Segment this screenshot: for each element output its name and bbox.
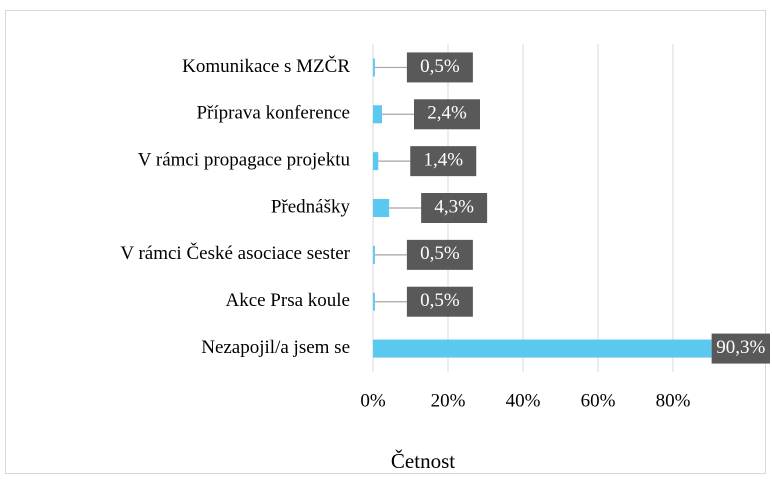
data-label-box [711,333,770,364]
bar [373,199,390,217]
bar [373,58,375,77]
x-tick-label: 0% [360,390,386,411]
bar [373,339,712,358]
data-label: 2,4% [427,103,467,124]
bar [373,105,382,124]
category-label: V rámci propagace projektu [138,150,351,171]
data-label: 0,5% [420,290,460,311]
data-label-box [414,99,480,130]
x-tick-label: 60% [581,390,616,411]
category-label: Nezapojil/a jsem se [201,337,350,358]
x-tick-label: 80% [656,390,691,411]
data-label: 90,3% [716,337,765,358]
data-label-box [421,193,488,223]
data-label: 0,5% [420,243,460,264]
data-label: 4,3% [434,196,474,217]
category-label: Příprava konference [196,103,350,124]
bar [373,292,375,311]
data-label-box [406,239,473,270]
data-label-box [406,52,473,83]
bar [373,245,375,264]
chart-border [5,10,766,474]
category-label: Přednášky [271,196,351,217]
category-label: Komunikace s MZČR [182,55,350,77]
data-label: 0,5% [420,56,460,77]
data-label-box [410,146,477,177]
category-label: V rámci České asociace sester [120,242,350,264]
x-tick-label: 40% [506,390,541,411]
data-label: 1,4% [423,150,463,171]
bar [373,152,379,171]
category-label: Akce Prsa koule [225,290,350,311]
x-axis-title: Četnost [391,449,455,473]
x-tick-label: 20% [431,390,466,411]
data-label-box [406,286,473,317]
